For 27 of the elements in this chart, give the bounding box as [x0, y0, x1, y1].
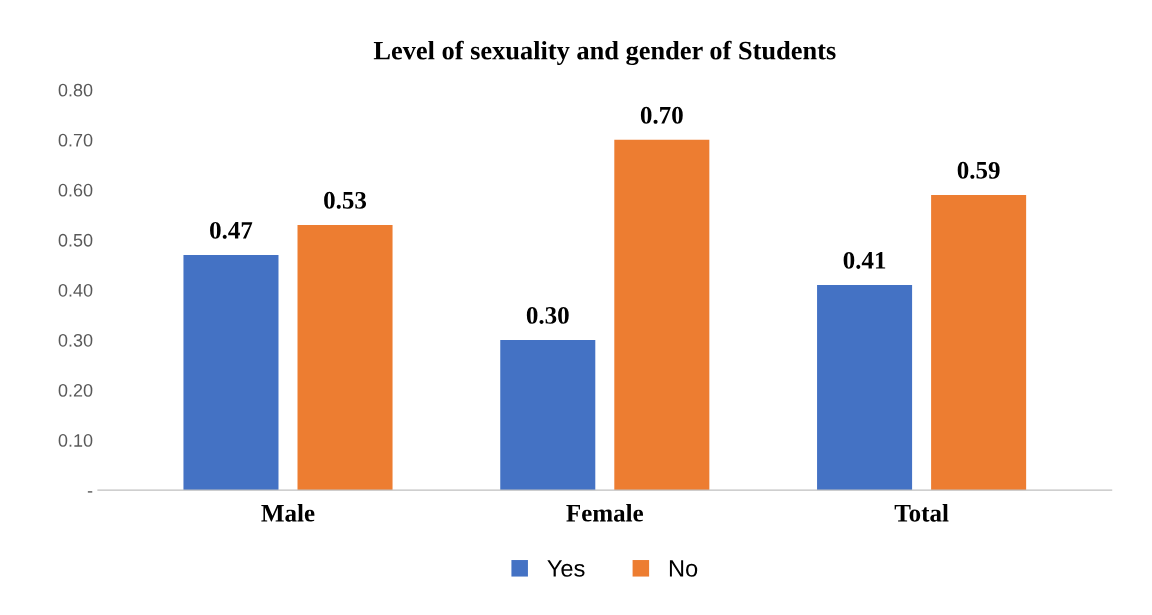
y-tick-label: 0.30 [58, 333, 93, 347]
y-tick-label: 0.20 [58, 384, 93, 397]
y-tick-label: 0.60 [58, 183, 93, 197]
data-label: 0.41 [843, 251, 886, 269]
y-tick-label: - [87, 491, 93, 493]
x-tick-label: Male [261, 504, 315, 522]
data-label: 0.53 [324, 191, 367, 209]
legend-label: No [669, 560, 698, 577]
y-tick-label: 0.70 [58, 133, 93, 147]
legend-label: Yes [547, 560, 585, 577]
chart-title: Level of sexuality and gender of Students [373, 40, 836, 66]
data-label: 0.30 [526, 306, 569, 324]
bar [931, 194, 1027, 491]
bar [817, 284, 913, 491]
y-tick-label: 0.80 [58, 83, 93, 97]
y-tick-label: 0.10 [58, 434, 93, 447]
y-tick-label: 0.40 [58, 283, 93, 297]
data-label: 0.70 [640, 106, 683, 124]
bar [614, 139, 710, 491]
x-tick-label: Female [566, 504, 644, 522]
x-tick-label: Total [894, 504, 949, 522]
bar [183, 254, 279, 491]
y-tick-label: 0.50 [58, 233, 93, 247]
bar [297, 224, 393, 491]
data-label: 0.47 [210, 221, 253, 239]
bar [500, 340, 596, 491]
data-label: 0.59 [957, 161, 1000, 179]
